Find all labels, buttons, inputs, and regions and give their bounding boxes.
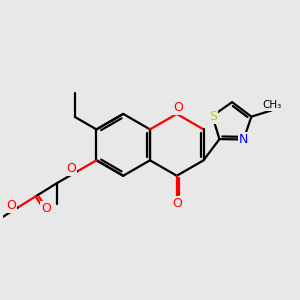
Text: O: O <box>41 202 51 214</box>
Text: O: O <box>6 199 16 212</box>
Text: O: O <box>66 162 76 175</box>
Text: N: N <box>239 133 248 146</box>
Text: O: O <box>173 101 183 114</box>
Text: S: S <box>209 110 217 122</box>
Text: O: O <box>172 196 182 210</box>
Text: CH₃: CH₃ <box>262 100 281 110</box>
